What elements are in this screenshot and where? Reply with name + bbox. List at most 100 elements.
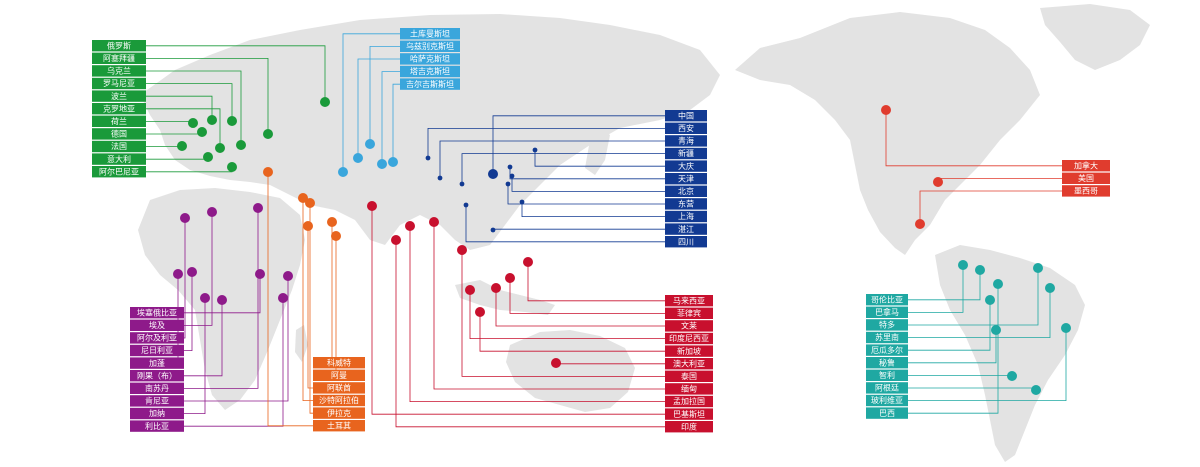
location-dot-asia_pacific-2[interactable] [491,283,501,293]
location-dot-china-1[interactable] [425,155,431,161]
location-label-middle_east-3[interactable]: 沙特阿拉伯 [313,394,365,407]
location-label-middle_east-0[interactable]: 科威特 [313,357,365,369]
location-label-africa-3[interactable]: 尼日利亚 [130,344,184,357]
location-label-china-8[interactable]: 上海 [665,210,707,223]
location-label-europe-9[interactable]: 意大利 [92,153,146,165]
location-label-latin_america-3[interactable]: 苏里南 [866,331,908,344]
location-dot-asia_pacific-7[interactable] [429,217,439,227]
location-label-europe-1[interactable]: 阿塞拜疆 [92,52,146,64]
location-label-middle_east-2[interactable]: 阿联酋 [313,382,365,394]
location-dot-china-9[interactable] [490,227,496,233]
location-label-africa-9[interactable]: 利比亚 [130,420,184,432]
location-label-africa-7[interactable]: 肯尼亚 [130,395,184,407]
location-dot-latin_america-5[interactable] [991,325,1001,335]
location-dot-latin_america-8[interactable] [1061,323,1071,333]
location-label-north_america-0[interactable]: 加拿大 [1062,160,1110,172]
location-dot-asia_pacific-3[interactable] [465,285,475,295]
location-label-latin_america-0[interactable]: 哥伦比亚 [866,294,908,306]
location-dot-north_america-2[interactable] [915,219,925,229]
location-dot-asia_pacific-8[interactable] [405,221,415,231]
location-label-europe-7[interactable]: 德国 [92,128,146,140]
location-label-china-4[interactable]: 大庆 [665,160,707,172]
location-dot-latin_america-3[interactable] [1045,283,1055,293]
location-label-latin_america-9[interactable]: 巴西 [866,407,908,419]
location-dot-asia_pacific-6[interactable] [457,245,467,255]
location-label-china-10[interactable]: 四川 [665,236,707,248]
location-label-asia_pacific-9[interactable]: 巴基斯坦 [665,408,713,420]
location-dot-africa-5[interactable] [217,295,227,305]
location-dot-africa-4[interactable] [173,269,183,279]
location-dot-asia_pacific-5[interactable] [551,358,561,368]
location-dot-africa-7[interactable] [283,271,293,281]
location-label-asia_pacific-5[interactable]: 澳大利亚 [665,358,713,370]
location-label-central_asia-0[interactable]: 土库曼斯坦 [400,28,460,40]
location-label-china-6[interactable]: 北京 [665,185,707,197]
location-dot-africa-0[interactable] [255,269,265,279]
location-dot-asia_pacific-1[interactable] [505,273,515,283]
location-dot-europe-8[interactable] [177,141,187,151]
location-dot-africa-6[interactable] [253,203,263,213]
location-label-asia_pacific-0[interactable]: 马来西亚 [665,295,713,307]
location-dot-africa-1[interactable] [207,207,217,217]
location-dot-africa-9[interactable] [278,293,288,303]
location-label-asia_pacific-6[interactable]: 泰国 [665,370,713,382]
location-label-asia_pacific-4[interactable]: 新加坡 [665,345,713,357]
location-label-china-2[interactable]: 青海 [665,135,707,147]
location-dot-central_asia-1[interactable] [365,139,375,149]
location-label-latin_america-7[interactable]: 阿根廷 [866,382,908,394]
location-label-europe-4[interactable]: 波兰 [92,90,146,102]
location-label-china-3[interactable]: 新疆 [665,147,707,160]
location-label-asia_pacific-8[interactable]: 孟加拉国 [665,395,713,408]
location-label-china-0[interactable]: 中国 [665,110,707,122]
location-label-africa-8[interactable]: 加纳 [130,407,184,420]
location-dot-europe-3[interactable] [227,116,237,126]
location-label-central_asia-1[interactable]: 乌兹别克斯坦 [400,40,460,52]
location-label-central_asia-3[interactable]: 塔吉克斯坦 [400,65,460,78]
location-label-europe-0[interactable]: 俄罗斯 [92,40,146,52]
location-label-latin_america-5[interactable]: 秘鲁 [866,357,908,369]
location-label-africa-0[interactable]: 埃塞俄比亚 [130,307,184,319]
location-dot-china-8[interactable] [519,199,525,205]
location-dot-central_asia-3[interactable] [377,159,387,169]
location-label-china-5[interactable]: 天津 [665,173,707,185]
location-dot-central_asia-4[interactable] [388,157,398,167]
location-dot-middle_east-1[interactable] [331,231,341,241]
location-label-europe-2[interactable]: 乌克兰 [92,65,146,77]
location-label-latin_america-1[interactable]: 巴拿马 [866,306,908,318]
location-label-latin_america-6[interactable]: 智利 [866,369,908,381]
location-label-central_asia-4[interactable]: 吉尔吉斯斯坦 [400,78,460,90]
location-label-africa-1[interactable]: 埃及 [130,319,184,331]
location-dot-latin_america-2[interactable] [1033,263,1043,273]
location-dot-latin_america-1[interactable] [958,260,968,270]
location-dot-latin_america-0[interactable] [975,265,985,275]
location-dot-africa-3[interactable] [187,267,197,277]
location-dot-middle_east-5[interactable] [263,167,273,177]
location-label-africa-4[interactable]: 加蓬 [130,357,184,369]
location-dot-central_asia-0[interactable] [338,167,348,177]
location-label-europe-10[interactable]: 阿尔巴尼亚 [92,166,146,178]
location-dot-europe-1[interactable] [263,129,273,139]
location-label-north_america-1[interactable]: 美国 [1062,172,1110,184]
location-dot-middle_east-2[interactable] [303,221,313,231]
location-dot-europe-10[interactable] [227,162,237,172]
location-dot-north_america-1[interactable] [933,177,943,187]
location-dot-asia_pacific-4[interactable] [475,307,485,317]
location-label-europe-5[interactable]: 克罗地亚 [92,103,146,115]
location-label-asia_pacific-2[interactable]: 文莱 [665,320,713,332]
location-dot-latin_america-4[interactable] [985,295,995,305]
location-dot-asia_pacific-10[interactable] [391,235,401,245]
location-dot-china-4[interactable] [532,147,538,153]
location-dot-central_asia-2[interactable] [353,153,363,163]
location-label-middle_east-5[interactable]: 土耳其 [313,420,365,432]
location-dot-middle_east-3[interactable] [298,193,308,203]
location-dot-china-0[interactable] [488,169,498,179]
location-dot-china-6[interactable] [509,173,515,179]
location-dot-europe-7[interactable] [197,127,207,137]
location-dot-europe-4[interactable] [207,115,217,125]
location-label-latin_america-8[interactable]: 玻利维亚 [866,394,908,407]
location-label-central_asia-2[interactable]: 哈萨克斯坦 [400,53,460,65]
location-label-china-1[interactable]: 西安 [665,122,707,134]
location-dot-asia_pacific-9[interactable] [367,201,377,211]
location-dot-china-5[interactable] [507,164,513,170]
location-dot-latin_america-6[interactable] [1007,371,1017,381]
